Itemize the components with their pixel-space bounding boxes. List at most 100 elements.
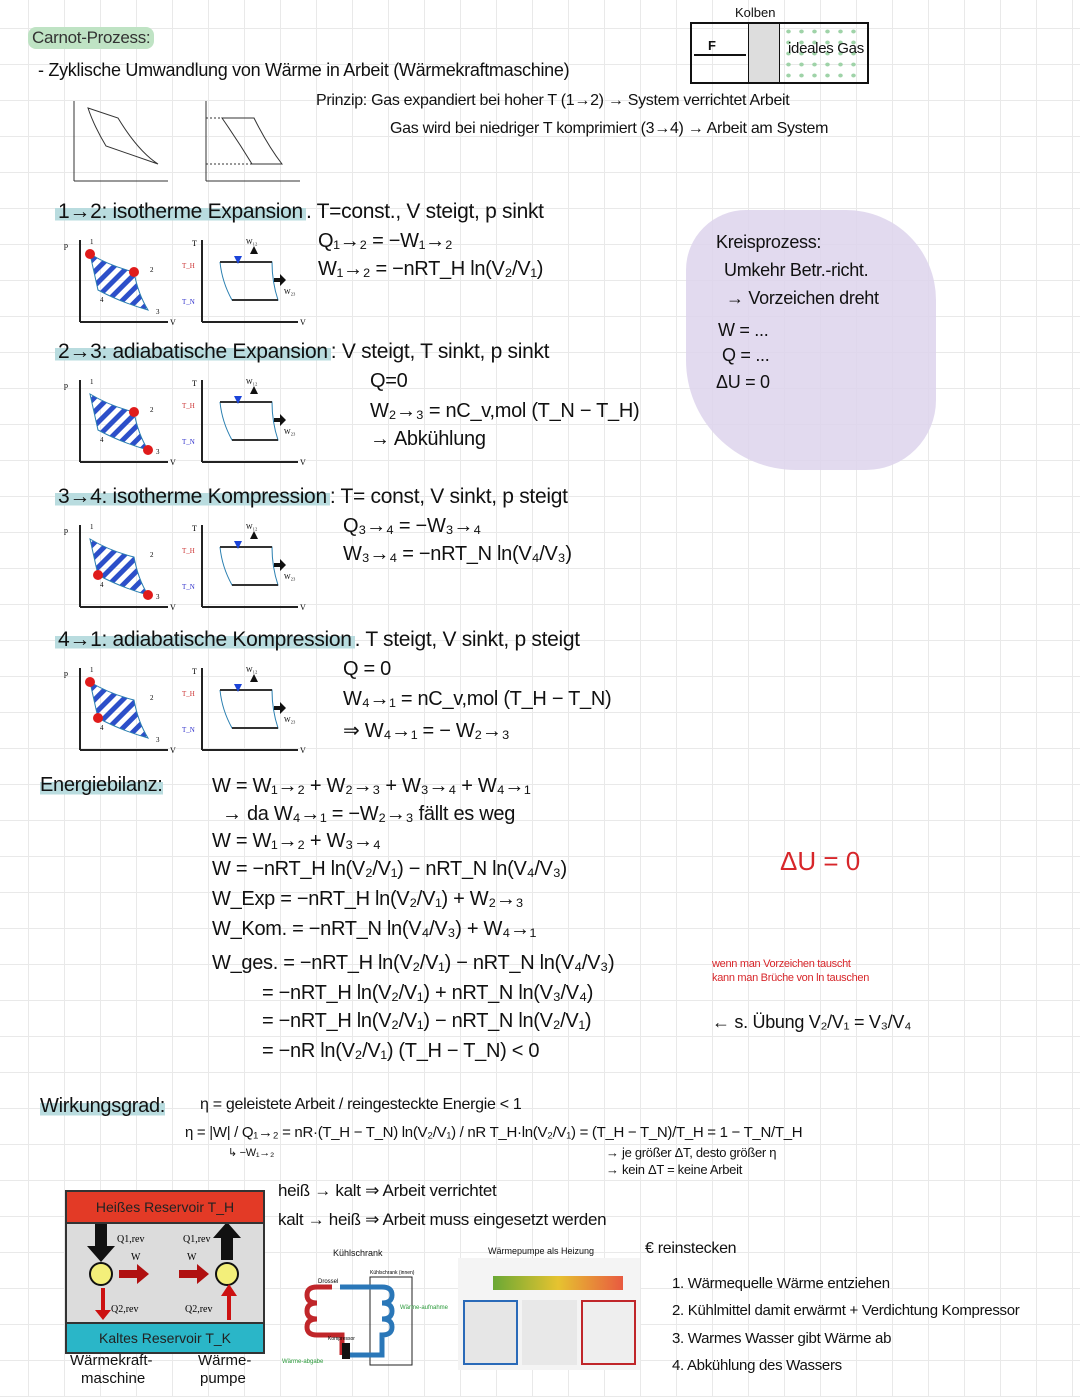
- heat-release-label: Wärme-abgabe: [282, 1359, 324, 1365]
- fridge-diagram: Drossel Kühlschrank (innen) Kompressor W…: [282, 1270, 449, 1366]
- step-formula: Q₁→₂ = −W₁→₂: [318, 230, 453, 252]
- heat-pump-label: pumpe: [200, 1370, 246, 1387]
- step-heading: 3→4: isotherme Kompression: [55, 485, 330, 508]
- overview-ts-diagram: [205, 101, 300, 182]
- ts-diagram: T V T_H T_N W₂₃ W₁₂: [182, 523, 306, 612]
- p-axis-label: p: [64, 526, 68, 535]
- efficiency-note: → je größer ΔT, desto größer η: [606, 1145, 777, 1160]
- step-formula: Q = 0: [343, 658, 391, 680]
- efficiency-derivation: η = |W| / Q₁→₂ = nR·(T_H − T_N) ln(V₂/V₁…: [185, 1124, 803, 1141]
- svg-text:W₁₂: W₁₂: [246, 238, 258, 246]
- energy-line: W_ges. = −nRT_H ln(V₂/V₁) − nRT_N ln(V₄/…: [212, 952, 615, 974]
- step-heading: 4→1: adiabatische Kompression: [55, 628, 355, 651]
- step-formula: ⇒ W₄→₁ = − W₂→₃: [343, 720, 510, 742]
- step-formula: W₁→₂ = −nRT_H ln(V₂/V₁): [318, 258, 544, 280]
- euro-note: € reinstecken: [645, 1240, 737, 1257]
- energy-line: W = W₁→₂ + W₃→₄: [212, 830, 381, 852]
- heat-engine-pump-arrows: Q1,rev Q1,rev W W Q2,rev Q2,rev: [87, 1224, 241, 1320]
- hot-reservoir: Heißes Reservoir T_H: [67, 1192, 263, 1224]
- cold-reservoir: Kaltes Reservoir T_K: [67, 1322, 263, 1352]
- energy-line: W_Exp = −nRT_H ln(V₂/V₁) + W₂→₃: [212, 888, 524, 910]
- svg-text:W₂₃: W₂₃: [284, 428, 296, 436]
- th-label: T_H: [182, 402, 195, 410]
- svg-text:4: 4: [100, 581, 104, 589]
- kolben-label: Kolben: [735, 5, 776, 20]
- v-axis-label: V: [300, 746, 306, 755]
- statement: kalt → heiß ⇒ Arbeit muss eingesetzt wer…: [278, 1210, 607, 1229]
- svg-text:3: 3: [156, 593, 160, 601]
- step-conditions: : T= const, V sinkt, p steigt: [329, 485, 568, 508]
- pv-diagram: p V 1 2 3 4: [64, 523, 176, 612]
- state-point: [85, 249, 95, 259]
- kreisprozess-line: Umkehr Betr.-richt.: [724, 260, 869, 280]
- step-header: 2→3: adiabatische Expansion: V steigt, T…: [55, 340, 549, 364]
- state-point: [85, 677, 95, 687]
- svg-text:2: 2: [150, 694, 154, 702]
- force-label: F: [708, 38, 716, 53]
- pump-step: 1. Wärmequelle Wärme entziehen: [672, 1275, 890, 1292]
- th-label: T_H: [182, 690, 195, 698]
- prinzip-line-2: Gas wird bei niedriger T komprimiert (3→…: [390, 120, 829, 137]
- wirkungsgrad-label: Wirkungsgrad:: [40, 1095, 166, 1118]
- page-title: Carnot-Prozess:: [28, 27, 155, 49]
- svg-text:W₂₃: W₂₃: [284, 716, 296, 724]
- v-axis-label: V: [170, 318, 176, 327]
- q2-label: Q2,rev: [185, 1304, 213, 1315]
- th-label: T_H: [182, 547, 195, 555]
- svg-text:W₂₃: W₂₃: [284, 573, 296, 581]
- svg-text:2: 2: [150, 406, 154, 414]
- svg-text:W₁₂: W₁₂: [246, 378, 258, 386]
- fridge-inside-label: Kühlschrank (innen): [370, 1270, 415, 1276]
- svg-text:1: 1: [90, 378, 94, 386]
- gas-particles: [782, 26, 862, 80]
- state-point: [129, 267, 139, 277]
- svg-text:W₁₂: W₁₂: [246, 523, 258, 531]
- state-point: [143, 590, 153, 600]
- p-axis-label: p: [64, 241, 68, 250]
- overview-pv-diagram: [73, 101, 168, 182]
- energy-line: = −nR ln(V₂/V₁) (T_H − T_N) < 0: [262, 1040, 540, 1062]
- step-header: 3→4: isotherme Kompression: T= const, V …: [55, 485, 568, 509]
- kreisprozess-highlight: [686, 210, 936, 470]
- energy-line: W = −nRT_H ln(V₂/V₁) − nRT_N ln(V₄/V₃): [212, 858, 567, 880]
- step-heading: 2→3: adiabatische Expansion: [55, 340, 331, 363]
- step-heading: 1→2: isotherme Expansion: [55, 200, 306, 223]
- energy-line: W_Kom. = −nRT_N ln(V₄/V₃) + W₄→₁: [212, 918, 537, 940]
- heat-absorption-label: Wärme-aufnahme: [400, 1305, 449, 1311]
- kreisprozess-title: Kreisprozess:: [716, 232, 822, 252]
- step-formula: → Abkühlung: [370, 428, 486, 450]
- ts-diagram: T V T_H T_N W₂₃ W₁₂: [182, 378, 306, 467]
- energy-line: W = W₁→₂ + W₂→₃ + W₃→₄ + W₄→₁: [212, 775, 531, 797]
- v-axis-label: V: [300, 318, 306, 327]
- t-axis-label: T: [192, 379, 197, 388]
- kreisprozess-line: W = ...: [718, 320, 769, 340]
- svg-text:1: 1: [90, 523, 94, 531]
- fridge-title: Kühlschrank: [333, 1248, 383, 1258]
- heat-engine-label: maschine: [81, 1370, 146, 1387]
- step-formula: Q₃→₄ = −W₃→₄: [343, 515, 481, 537]
- pv-diagram: p V 1 2 3 4: [64, 238, 176, 327]
- energy-line: → da W₄→₁ = −W₂→₃ fällt es weg: [222, 803, 516, 825]
- ts-diagram: T V T_H T_N W₂₃ W₁₂: [182, 666, 306, 755]
- piston-diagram: F ideales Gas: [690, 22, 869, 84]
- compressor-label: Kompressor: [328, 1336, 355, 1342]
- t-axis-label: T: [192, 667, 197, 676]
- step-diagrams: p V 1 2 3 4 T V T_H T_N W₂₃ W₁₂: [64, 666, 306, 755]
- pump-step: 3. Warmes Wasser gibt Wärme ab: [672, 1330, 892, 1347]
- delta-u-zero: ΔU = 0: [780, 846, 861, 876]
- drossel-label: Drossel: [318, 1279, 338, 1285]
- step-diagrams: p V 1 2 3 4 T V T_H T_N W₂₃ W₁₂: [64, 238, 306, 327]
- sign-note: wenn man Vorzeichen tauscht: [712, 958, 851, 970]
- step-formula: W₃→₄ = −nRT_N ln(V₄/V₃): [343, 543, 572, 565]
- step-formula: Q=0: [370, 370, 408, 392]
- pv-diagram: p V 1 2 3 4: [64, 666, 176, 755]
- step-formula: W₂→₃ = nC_v,mol (T_N − T_H): [370, 400, 640, 422]
- kreisprozess-line: Q = ...: [722, 345, 770, 365]
- efficiency-note: → kein ΔT = keine Arbeit: [606, 1162, 743, 1177]
- kreisprozess-line: → Vorzeichen dreht: [726, 288, 879, 308]
- heat-pump-label: Wärme-: [198, 1352, 252, 1369]
- step-diagrams: p V 1 2 3 4 T V T_H T_N W₂₃ W₁₂: [64, 378, 306, 467]
- p-axis-label: p: [64, 381, 68, 390]
- intro-text: - Zyklische Umwandlung von Wärme in Arbe…: [38, 60, 570, 80]
- svg-text:W₂₃: W₂₃: [284, 288, 296, 296]
